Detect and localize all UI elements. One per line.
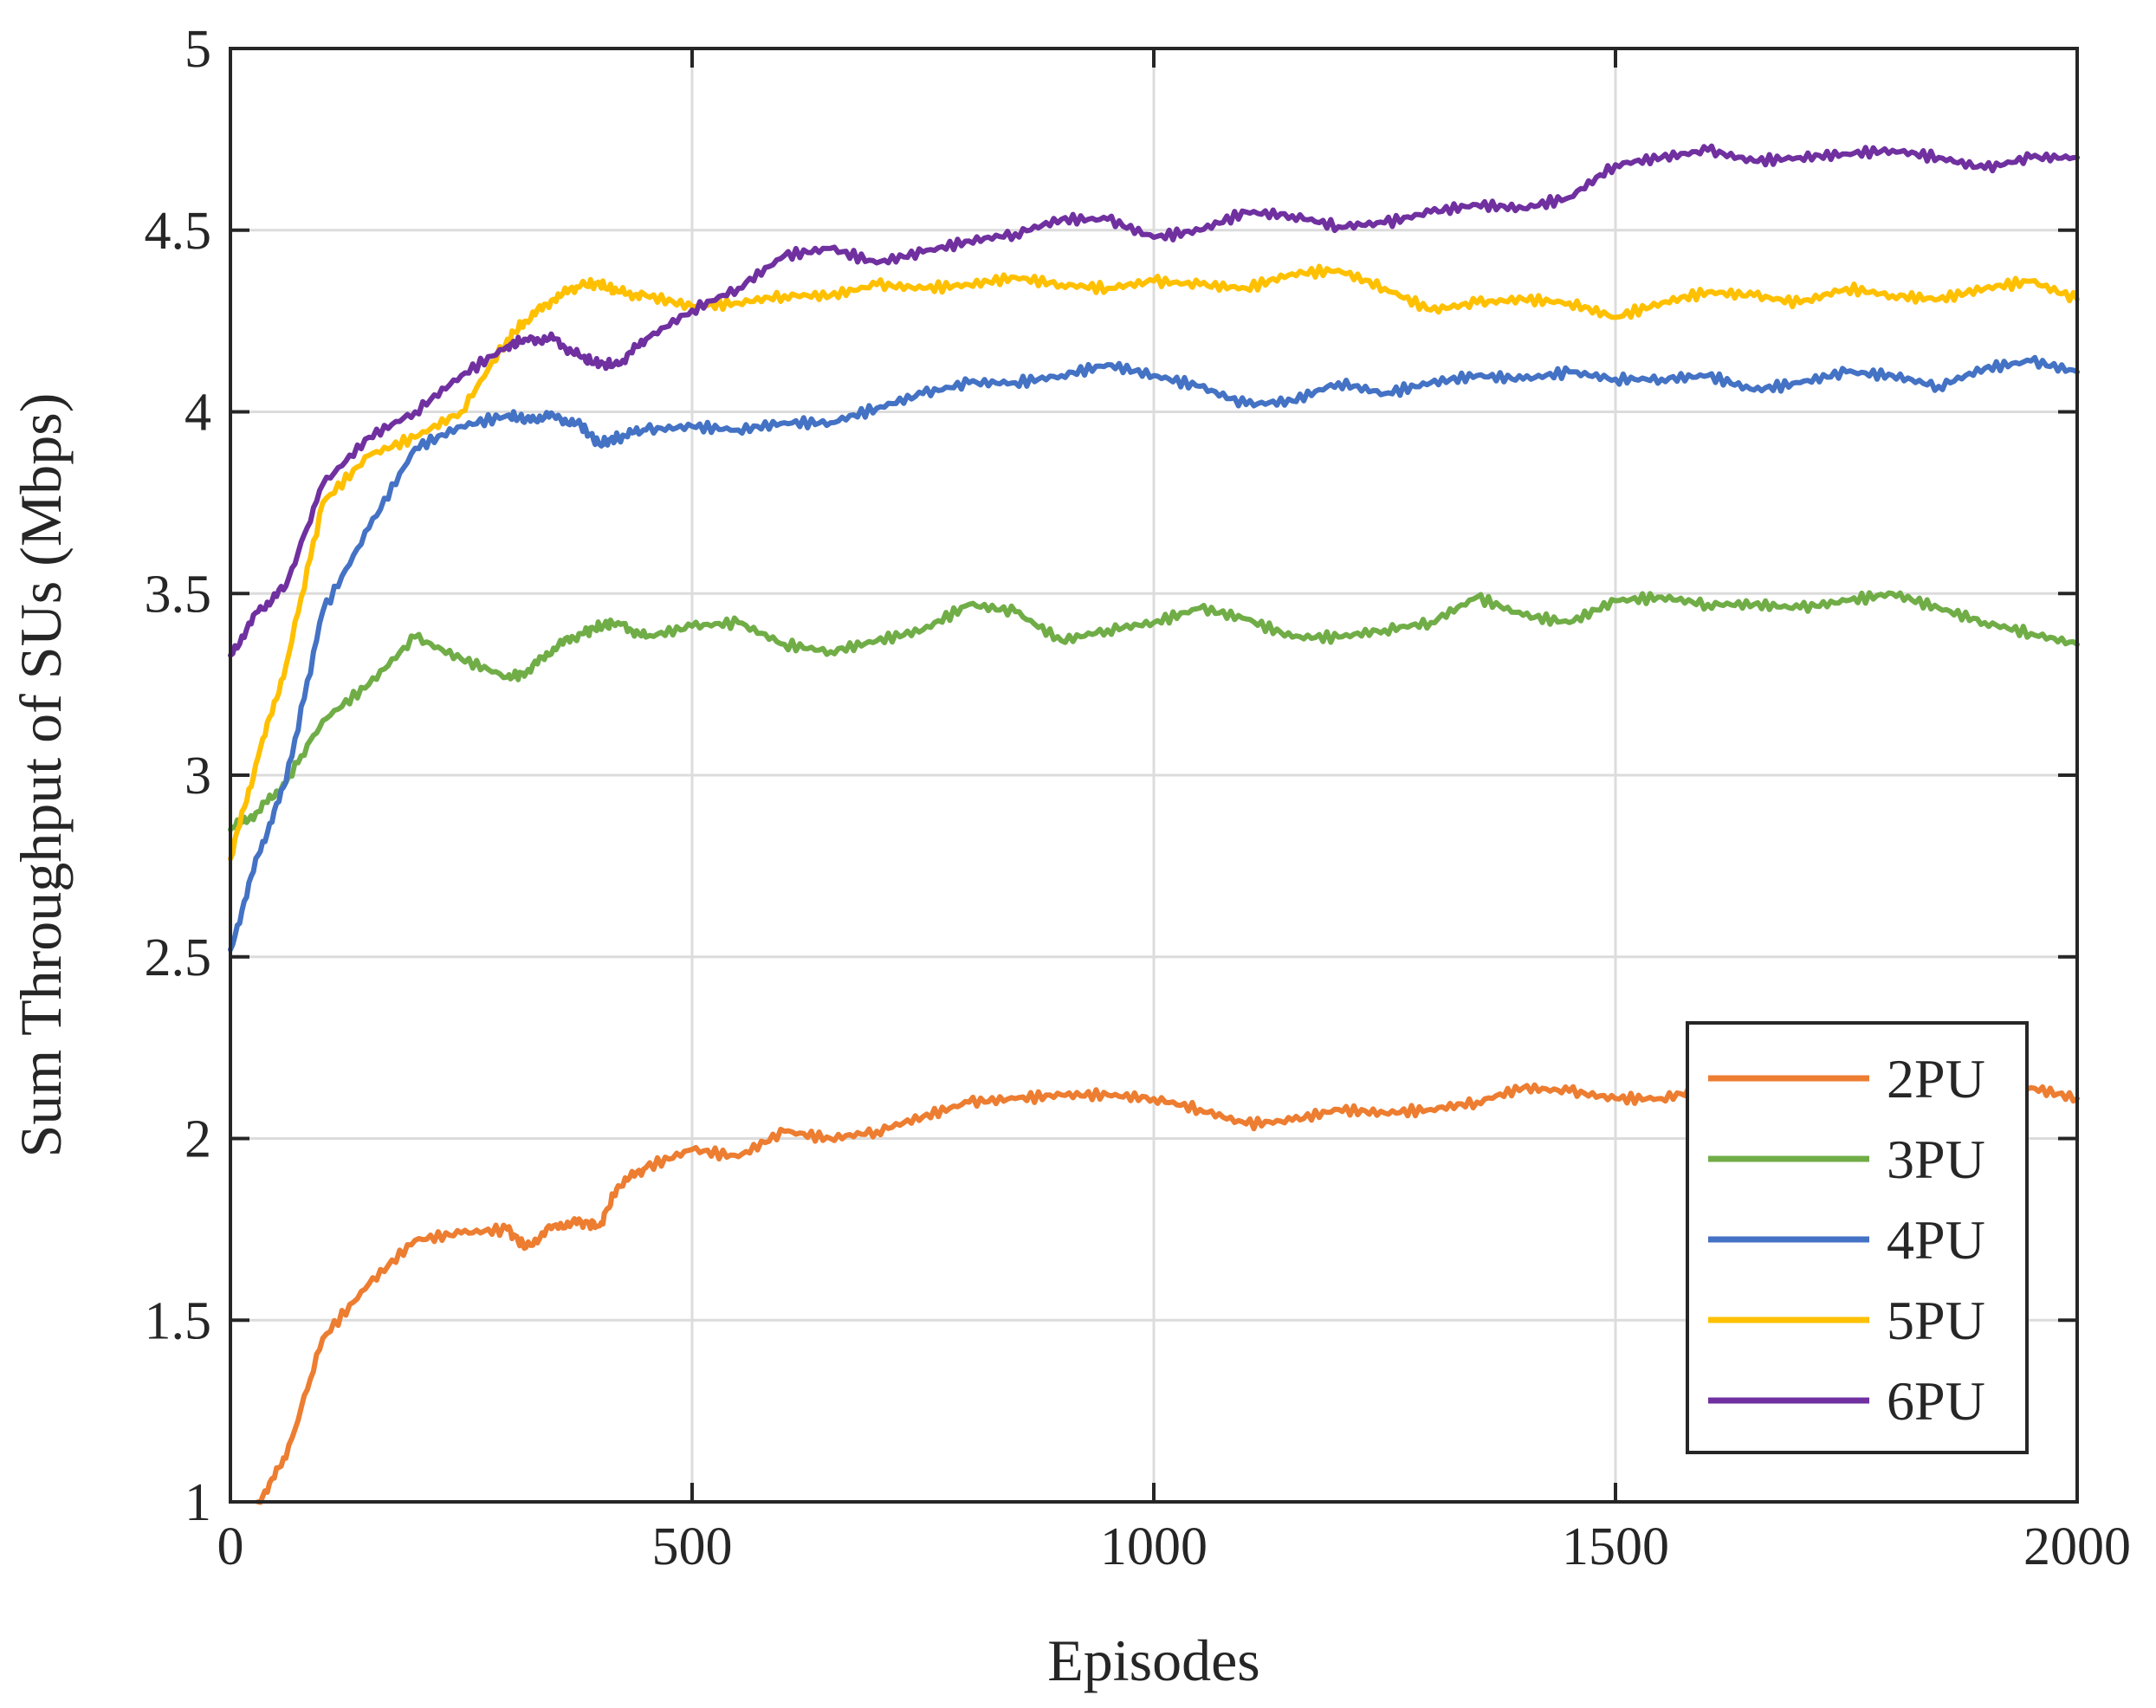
legend-label: 4PU — [1887, 1209, 1985, 1271]
y-tick-label: 1.5 — [145, 1291, 212, 1350]
y-tick-label: 5 — [185, 20, 211, 79]
series-line-5pu — [228, 263, 2080, 862]
legend-label: 3PU — [1887, 1129, 1985, 1190]
series-line-6pu — [228, 143, 2080, 658]
y-axis-label: Sum Throughput of SUs (Mbps) — [8, 393, 74, 1158]
y-tick-label: 3 — [185, 747, 211, 805]
legend-label: 2PU — [1887, 1048, 1985, 1110]
x-tick-label: 1000 — [1100, 1517, 1207, 1576]
y-tick-label: 1 — [185, 1473, 211, 1532]
y-tick-label: 3.5 — [145, 565, 212, 624]
axis-ticks: 0 500 1000 1500 2000 1 1.5 2 2.5 3 3.5 4 4.5 5 — [145, 20, 2132, 1576]
legend-label: 6PU — [1887, 1370, 1985, 1432]
x-tick-label: 0 — [217, 1517, 244, 1576]
y-tick-label: 4 — [185, 384, 211, 443]
series-line-3pu — [228, 590, 2080, 832]
x-tick-label: 2000 — [2023, 1517, 2131, 1576]
series-line-4pu — [228, 354, 2080, 953]
legend-label: 5PU — [1887, 1290, 1985, 1351]
x-tick-label: 1500 — [1562, 1517, 1669, 1576]
y-tick-label: 2 — [185, 1110, 211, 1169]
y-tick-label: 4.5 — [145, 202, 212, 261]
x-axis-label: Episodes — [1047, 1627, 1260, 1693]
y-tick-label: 2.5 — [145, 928, 212, 987]
legend: 2PU 3PU 4PU 5PU 6PU — [1686, 1021, 2029, 1454]
x-tick-label: 500 — [652, 1517, 733, 1576]
